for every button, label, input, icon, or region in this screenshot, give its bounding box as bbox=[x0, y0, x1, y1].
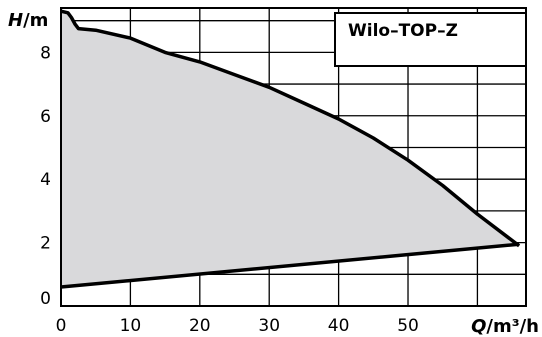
y-tick-label: 4 bbox=[40, 170, 51, 190]
y-tick-label: 8 bbox=[40, 43, 51, 63]
y-axis-unit: /m bbox=[23, 10, 48, 31]
chart-title: Wilo–TOP–Z bbox=[348, 21, 458, 41]
plot-frame bbox=[60, 7, 527, 307]
x-axis-var: Q bbox=[471, 316, 486, 337]
y-tick-labels: 0 2 4 6 8 bbox=[40, 43, 51, 309]
x-tick-label: 40 bbox=[328, 316, 350, 336]
y-axis-label: H/m bbox=[8, 10, 48, 31]
y-tick-label: 2 bbox=[40, 234, 51, 254]
x-tick-label: 50 bbox=[397, 316, 419, 336]
x-tick-labels: 0 10 20 30 40 50 bbox=[56, 316, 419, 336]
x-tick-label: 30 bbox=[258, 316, 280, 336]
y-tick-label: 0 bbox=[40, 289, 51, 309]
x-axis-label: Q/m³/h bbox=[471, 316, 539, 337]
y-tick-label: 6 bbox=[40, 107, 51, 127]
x-tick-label: 20 bbox=[189, 316, 211, 336]
min-pump-curve bbox=[60, 242, 520, 289]
x-tick-label: 10 bbox=[120, 316, 142, 336]
y-axis-var: H bbox=[8, 10, 23, 31]
max-pump-curve bbox=[60, 9, 521, 248]
operating-range-area bbox=[61, 11, 520, 287]
chart-title-box: Wilo–TOP–Z bbox=[334, 12, 527, 67]
plot-border bbox=[60, 7, 527, 307]
x-axis-unit: /m³/h bbox=[486, 316, 539, 337]
x-tick-label: 0 bbox=[56, 316, 67, 336]
